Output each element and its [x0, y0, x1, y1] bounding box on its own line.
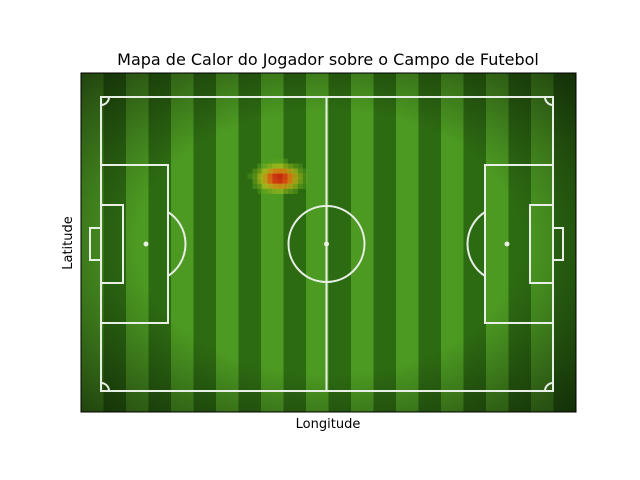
heatmap-cell — [262, 178, 268, 184]
left-penalty-spot — [143, 241, 149, 247]
heatmap-cell — [262, 163, 268, 169]
heatmap-cell — [287, 163, 293, 169]
heatmap-cells — [247, 158, 308, 194]
heatmap-cell — [257, 163, 263, 169]
heatmap-cell — [282, 178, 288, 184]
heatmap-cell — [252, 168, 258, 174]
heatmap-cell — [297, 173, 303, 179]
corner-arc-top-left — [100, 96, 110, 106]
heatmap-cell — [287, 173, 293, 179]
heatmap-cell — [287, 188, 293, 194]
heatmap-cell — [302, 168, 308, 174]
heatmap-cell — [247, 173, 253, 179]
heatmap-cell — [277, 158, 283, 164]
heatmap-cell — [277, 188, 283, 194]
heatmap-cell — [267, 168, 273, 174]
heatmap-cell — [272, 168, 278, 174]
heatmap-cell — [282, 188, 288, 194]
heatmap-cell — [282, 163, 288, 169]
left-penalty-arc — [167, 211, 187, 277]
heatmap-cell — [297, 183, 303, 189]
heatmap-cell — [272, 188, 278, 194]
heatmap-cell — [252, 173, 258, 179]
pitch-markings — [89, 96, 564, 392]
left-goal — [89, 227, 102, 261]
heatmap-cell — [272, 183, 278, 189]
heatmap-cell — [302, 183, 308, 189]
chart-title: Mapa de Calor do Jogador sobre o Campo d… — [117, 50, 539, 69]
heatmap-cell — [267, 158, 273, 164]
right-penalty-spot — [504, 241, 510, 247]
heatmap-cell — [262, 173, 268, 179]
center-spot — [324, 241, 329, 247]
heatmap-cell — [282, 173, 288, 179]
heatmap-cell — [262, 188, 268, 194]
heatmap-cell — [272, 158, 278, 164]
corner-arc-top-right — [544, 96, 554, 106]
heatmap-cell — [277, 183, 283, 189]
heatmap-cell — [282, 158, 288, 164]
y-axis-label: Latitude — [61, 216, 76, 270]
heatmap-cell — [262, 168, 268, 174]
heatmap-cell — [302, 178, 308, 184]
heatmap-cell — [272, 178, 278, 184]
heatmap-cell — [292, 173, 298, 179]
heatmap-cell — [262, 183, 268, 189]
heatmap-cell — [272, 163, 278, 169]
heatmap-cell — [267, 163, 273, 169]
heatmap-cell — [292, 163, 298, 169]
heatmap-cell — [277, 163, 283, 169]
right-penalty-arc — [466, 211, 486, 277]
center-circle — [287, 205, 366, 283]
heatmap-cell — [267, 178, 273, 184]
heatmap-cell — [257, 183, 263, 189]
heatmap-cell — [297, 168, 303, 174]
heatmap-cell — [257, 173, 263, 179]
corner-arc-bottom-right — [544, 382, 554, 392]
heatmap-cell — [287, 178, 293, 184]
right-goal — [552, 227, 564, 261]
heatmap-cell — [292, 168, 298, 174]
heatmap-cell — [277, 173, 283, 179]
heatmap-cell — [267, 188, 273, 194]
heatmap-cell — [252, 183, 258, 189]
heatmap-cell — [292, 178, 298, 184]
plot-area — [80, 72, 577, 413]
heatmap-cell — [277, 178, 283, 184]
heatmap-cell — [297, 178, 303, 184]
axes-frame — [80, 72, 577, 413]
heatmap-cell — [252, 178, 258, 184]
x-axis-label: Longitude — [296, 417, 361, 432]
heatmap-cell — [272, 173, 278, 179]
heatmap-cell — [267, 183, 273, 189]
heatmap-cell — [282, 183, 288, 189]
heatmap-cell — [257, 188, 263, 194]
heatmap-cell — [287, 168, 293, 174]
heatmap-cell — [257, 168, 263, 174]
heatmap-cell — [302, 173, 308, 179]
heatmap-cell — [282, 168, 288, 174]
heatmap-cell — [277, 168, 283, 174]
heatmap-cell — [267, 173, 273, 179]
heatmap-cell — [297, 163, 303, 169]
corner-arc-bottom-left — [100, 382, 110, 392]
heatmap-cell — [292, 188, 298, 194]
heatmap-cell — [287, 183, 293, 189]
heatmap-cell — [257, 178, 263, 184]
heatmap-cell — [292, 183, 298, 189]
